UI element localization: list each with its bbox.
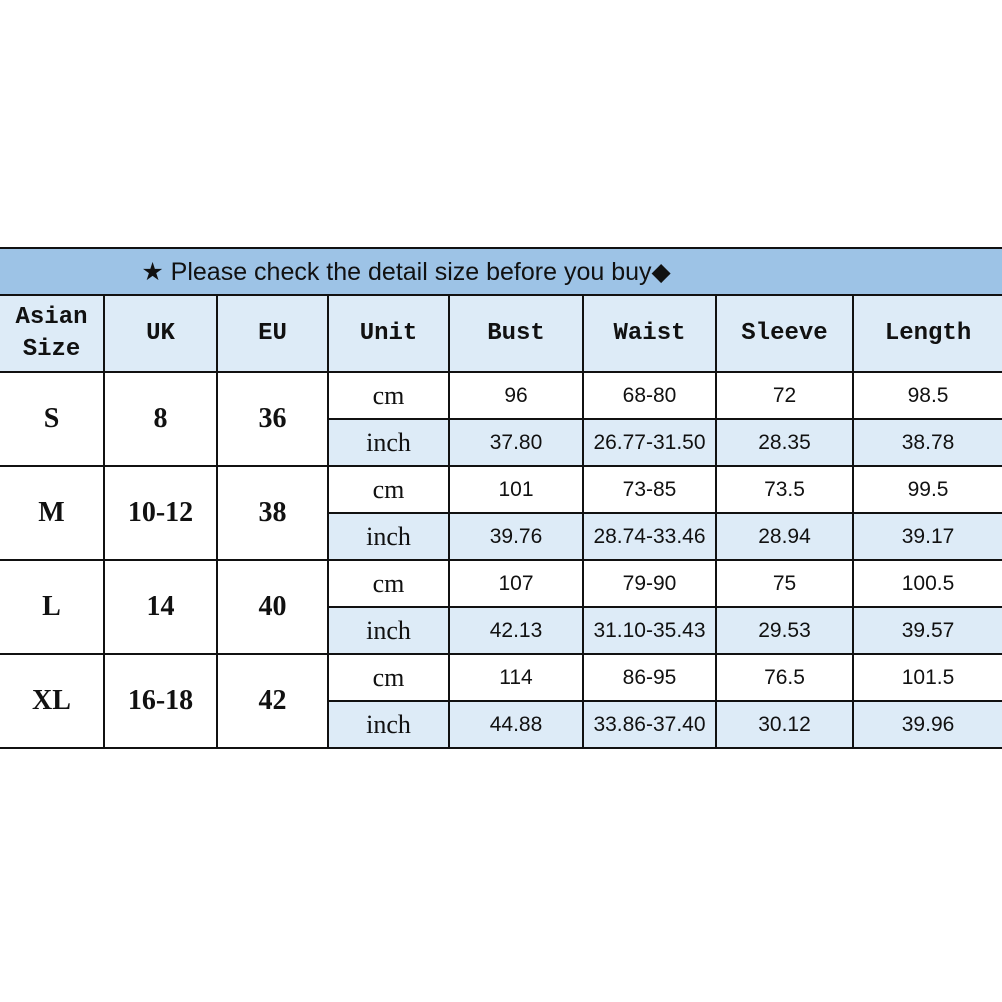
column-header: Asian Size <box>0 294 105 373</box>
unit-cell: cm <box>327 465 450 514</box>
column-header: EU <box>216 294 329 373</box>
waist-cell: 68-80 <box>582 371 717 420</box>
unit-cell: inch <box>328 512 450 561</box>
uk-size-cell: 16-18 <box>103 653 218 749</box>
bust-cell: 39.76 <box>448 512 584 561</box>
sleeve-cell: 28.94 <box>715 512 854 561</box>
header-row: Asian Size UK EU Unit Bust Waist Sleeve Length <box>0 294 1002 373</box>
banner: ★ Please check the detail size before yo… <box>0 247 1002 296</box>
column-header: Sleeve <box>715 294 854 373</box>
unit-cell: inch <box>328 606 450 655</box>
waist-cell: 28.74-33.46 <box>582 512 717 561</box>
unit-cell: cm <box>327 653 450 702</box>
table-row: inch 39.76 28.74-33.46 28.94 39.17 <box>0 512 1002 561</box>
size-chart-table: ★ Please check the detail size before yo… <box>0 247 1002 749</box>
bust-cell: 96 <box>448 371 584 420</box>
length-cell: 100.5 <box>851 559 1002 608</box>
sleeve-cell: 72 <box>715 371 854 420</box>
waist-cell: 33.86-37.40 <box>582 700 717 749</box>
asian-size-cell: L <box>0 559 105 655</box>
waist-cell: 79-90 <box>582 559 717 608</box>
table-row: L 14 40 cm 107 79-90 75 100.5 <box>0 559 1002 655</box>
sleeve-cell: 76.5 <box>715 653 854 702</box>
uk-size-cell: 10-12 <box>103 465 218 561</box>
bust-cell: 107 <box>448 559 584 608</box>
waist-cell: 73-85 <box>582 465 717 514</box>
bust-cell: 101 <box>448 465 584 514</box>
length-cell: 99.5 <box>851 465 1002 514</box>
table-row: inch 44.88 33.86-37.40 30.12 39.96 <box>0 700 1002 749</box>
asian-size-cell: M <box>0 465 105 561</box>
waist-cell: 26.77-31.50 <box>582 418 717 467</box>
sleeve-cell: 30.12 <box>715 700 854 749</box>
length-cell: 98.5 <box>851 371 1002 420</box>
unit-cell: inch <box>328 418 450 467</box>
uk-size-cell: 8 <box>103 371 218 467</box>
length-cell: 39.17 <box>851 512 1002 561</box>
asian-size-cell: S <box>0 371 105 467</box>
uk-size-cell: 14 <box>103 559 218 655</box>
eu-size-cell: 36 <box>216 371 329 467</box>
table-row: inch 37.80 26.77-31.50 28.35 38.78 <box>0 418 1002 467</box>
unit-cell: inch <box>328 700 450 749</box>
column-header: Bust <box>448 294 584 373</box>
waist-cell: 31.10-35.43 <box>582 606 717 655</box>
column-header: UK <box>103 294 218 373</box>
eu-size-cell: 40 <box>216 559 329 655</box>
waist-cell: 86-95 <box>582 653 717 702</box>
sleeve-cell: 73.5 <box>715 465 854 514</box>
sleeve-cell: 75 <box>715 559 854 608</box>
table-row: S 8 36 cm 96 68-80 72 98.5 <box>0 371 1002 467</box>
bust-cell: 42.13 <box>448 606 584 655</box>
length-cell: 39.57 <box>851 606 1002 655</box>
length-cell: 38.78 <box>851 418 1002 467</box>
unit-cell: cm <box>327 559 450 608</box>
column-header: Unit <box>327 294 450 373</box>
eu-size-cell: 42 <box>216 653 329 749</box>
table-row: M 10-12 38 cm 101 73-85 73.5 99.5 <box>0 465 1002 561</box>
banner-text: ★ Please check the detail size before yo… <box>141 257 671 286</box>
eu-size-cell: 38 <box>216 465 329 561</box>
unit-cell: cm <box>327 371 450 420</box>
column-header: Waist <box>582 294 717 373</box>
sleeve-cell: 28.35 <box>715 418 854 467</box>
length-cell: 39.96 <box>851 700 1002 749</box>
column-header: Length <box>851 294 1002 373</box>
bust-cell: 114 <box>448 653 584 702</box>
table-row: XL 16-18 42 cm 114 86-95 76.5 101.5 <box>0 653 1002 749</box>
bust-cell: 44.88 <box>448 700 584 749</box>
table-row: inch 42.13 31.10-35.43 29.53 39.57 <box>0 606 1002 655</box>
bust-cell: 37.80 <box>448 418 584 467</box>
asian-size-cell: XL <box>0 653 105 749</box>
length-cell: 101.5 <box>851 653 1002 702</box>
sleeve-cell: 29.53 <box>715 606 854 655</box>
